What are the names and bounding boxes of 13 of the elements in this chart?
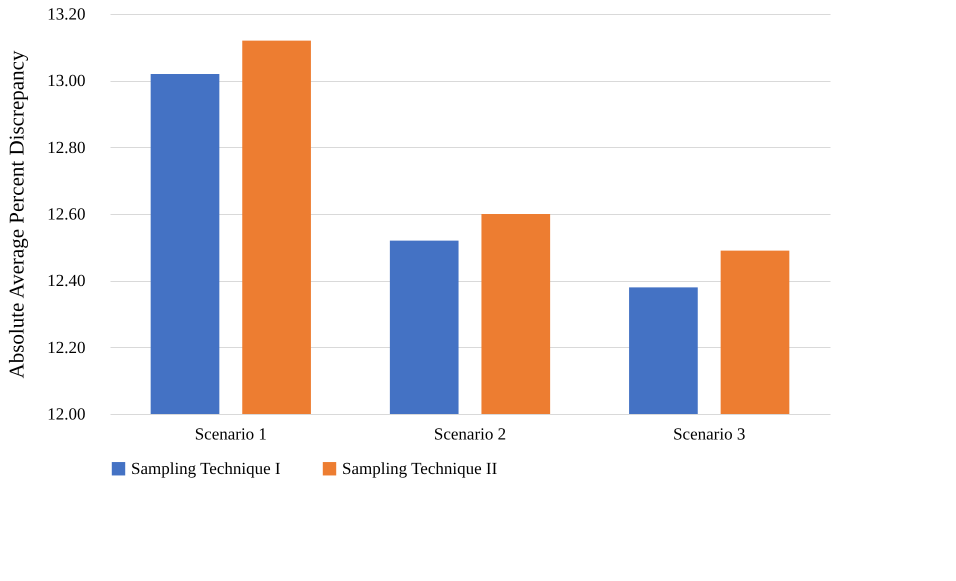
y-tick-label: 12.40 bbox=[47, 271, 86, 290]
y-tick-label: 13.00 bbox=[47, 71, 86, 90]
x-tick-label: Scenario 2 bbox=[434, 424, 506, 444]
x-tick-label: Scenario 1 bbox=[194, 424, 267, 444]
y-tick-label: 12.60 bbox=[47, 204, 86, 224]
legend-label: Sampling Technique II bbox=[342, 458, 498, 478]
legend-label: Sampling Technique I bbox=[131, 458, 281, 478]
y-tick-label: 12.20 bbox=[47, 338, 86, 357]
y-tick-label: 13.20 bbox=[47, 4, 86, 24]
y-tick-label: 12.80 bbox=[47, 138, 86, 157]
x-tick-label: Scenario 3 bbox=[673, 424, 746, 444]
y-axis-title: Absolute Average Percent Discrepancy bbox=[4, 50, 28, 378]
y-tick-label: 12.00 bbox=[47, 404, 86, 424]
